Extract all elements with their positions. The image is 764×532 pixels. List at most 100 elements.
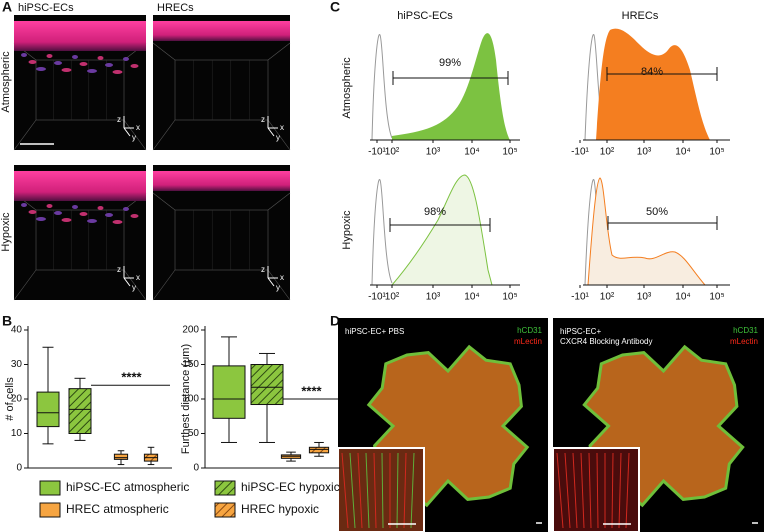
flow-histograms: 99% 84% 98% 50% [370, 28, 730, 286]
cell [97, 56, 104, 60]
x-tick-label: 10³ [637, 292, 652, 303]
vessel [580, 452, 585, 529]
cell [130, 64, 139, 68]
y-tick-label: 0 [16, 463, 22, 474]
legend-label: HREC atmospheric [66, 502, 169, 516]
x-tick-label: 10⁵ [709, 147, 724, 158]
x-tick-label: 10² [600, 147, 615, 158]
vessel [611, 452, 614, 529]
y-tick-label: 20 [11, 394, 23, 405]
cell [61, 68, 72, 72]
axes [370, 67, 730, 286]
cell [97, 206, 104, 210]
y-axis-label: Furthest distance (μm) [180, 344, 192, 454]
significance-label: **** [121, 370, 142, 385]
volume-edge [152, 269, 176, 301]
panel-label: D [330, 313, 340, 329]
legend-label: hiPSC-EC atmospheric [66, 480, 189, 494]
axis-glyph [267, 127, 275, 137]
panel-d-title: CXCR4 Blocking Antibody [560, 337, 653, 346]
vessel [410, 452, 415, 529]
vessel [365, 452, 370, 529]
axis-glyph-label: x [136, 123, 140, 132]
box [250, 364, 284, 406]
stain-label: hCD31 [517, 326, 542, 335]
panel-label: B [2, 313, 12, 329]
x-tick-label: 10⁵ [502, 147, 517, 158]
y-tick-label: 30 [11, 359, 23, 370]
cell-layer [153, 171, 290, 191]
box [36, 391, 60, 428]
column-title: HRECs [157, 2, 194, 14]
volume-edge [152, 42, 176, 61]
x-tick-label: 10⁴ [464, 292, 479, 303]
volume-edge [123, 119, 147, 151]
stain-label: mLectin [730, 337, 758, 346]
y-tick-label: 150 [182, 359, 199, 370]
vessel [396, 452, 399, 529]
legend-swatch [214, 502, 236, 518]
box [68, 388, 92, 434]
cell [21, 203, 27, 207]
column-title: HRECs [622, 10, 659, 22]
axis-glyph-label: y [276, 133, 280, 142]
x-tick-label: 10⁵ [709, 292, 724, 303]
cell [28, 210, 37, 214]
panel-d-title: hiPSC-EC+ PBS [345, 327, 404, 336]
cell [36, 217, 46, 221]
x-tick-label: 10⁴ [675, 292, 690, 303]
x-tick-label: -10¹ [368, 292, 386, 303]
x-tick-label: 10⁴ [675, 147, 690, 158]
panel-d: hiPSC-EC+ PBS hCD31 mLectin hiPSC-EC+CXCR4 … [337, 318, 764, 532]
stain-label: mLectin [514, 337, 542, 346]
cell [79, 212, 88, 216]
y-tick-label: 50 [188, 428, 200, 439]
cell-layer [14, 21, 146, 51]
y-tick-label: 200 [182, 325, 199, 336]
vessel [349, 452, 356, 529]
cell [112, 220, 123, 224]
row-title: Hypoxic [341, 210, 353, 250]
vessel [572, 452, 578, 529]
y-axis-label: # of cells [4, 377, 16, 421]
box [308, 446, 330, 454]
axis-glyph-label: x [280, 123, 284, 132]
vessel [618, 452, 622, 529]
row-title: Hypoxic [0, 212, 12, 252]
legend-label: HREC hypoxic [241, 502, 319, 516]
cell-layer [14, 171, 146, 201]
isotype-curve [371, 34, 393, 141]
cell [87, 219, 97, 223]
x-tick-label: 10⁴ [464, 147, 479, 158]
volume-edge [123, 269, 147, 301]
x-tick-label: 10³ [637, 147, 652, 158]
axis-glyph-label: z [117, 265, 121, 274]
x-tick-label: -10¹ [368, 147, 386, 158]
cell [54, 61, 62, 65]
volume-box [174, 59, 269, 121]
gate-label: 98% [424, 206, 446, 218]
axis-glyph-label: y [276, 283, 280, 292]
volume-edge [13, 269, 37, 301]
axis-glyph [123, 277, 131, 287]
axis-glyph [123, 127, 131, 137]
volume-edge [267, 119, 291, 151]
column-title: hiPSC-ECs [397, 10, 453, 22]
histogram [587, 177, 707, 286]
cell [105, 213, 113, 217]
x-tick-label: 10² [385, 147, 400, 158]
vessel [596, 452, 599, 529]
gate-label: 84% [641, 66, 663, 78]
box [113, 453, 129, 460]
x-tick-label: -10¹ [571, 292, 589, 303]
stain-label: hCD31 [733, 326, 758, 335]
axis-glyph-label: z [117, 115, 121, 124]
vessel [556, 452, 564, 529]
panel-label: C [330, 0, 340, 15]
volume-edge [267, 42, 291, 61]
cell [28, 60, 37, 64]
row-title: Atmospheric [0, 51, 12, 113]
cell [46, 204, 53, 208]
